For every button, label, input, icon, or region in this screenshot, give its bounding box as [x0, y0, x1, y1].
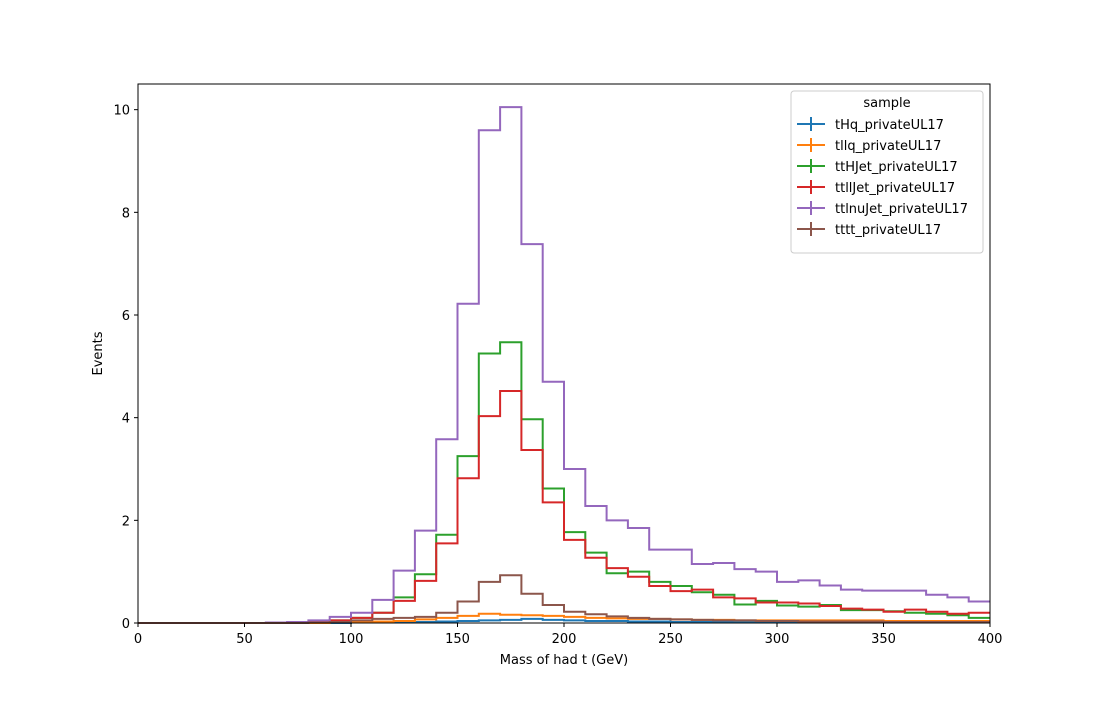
x-tick-label: 50	[236, 632, 253, 647]
y-tick-label: 10	[113, 104, 130, 119]
x-tick-label: 300	[765, 632, 790, 647]
y-tick-label: 8	[122, 206, 130, 221]
y-tick-label: 6	[122, 309, 130, 324]
x-tick-label: 100	[339, 632, 364, 647]
x-tick-label: 400	[978, 632, 1003, 647]
legend: sample tHq_privateUL17 tllq_privateUL17 ttH…	[790, 90, 984, 254]
x-tick-label: 250	[658, 632, 683, 647]
legend-box	[790, 90, 984, 254]
series-line-ttlnuJet_privateUL17	[138, 106, 990, 624]
legend-entry-label: tHq_privateUL17	[835, 118, 944, 133]
x-axis-label: Mass of had t (GeV)	[500, 653, 628, 668]
legend-entry-label: tllq_privateUL17	[835, 139, 941, 154]
axes-layer: 0 50 100 150 200 250 300 350 400 0 2 4 6 8 10 Mass of h…	[91, 83, 1003, 668]
legend-entry-label: tttt_privateUL17	[835, 223, 941, 238]
legend-entry-label: ttlnuJet_privateUL17	[835, 202, 968, 217]
legend-entry-label: ttHJet_privateUL17	[835, 160, 958, 175]
series-line-tttt_privateUL17	[138, 574, 990, 624]
x-tick-label: 350	[871, 632, 896, 647]
legend-entry-label: ttllJet_privateUL17	[835, 181, 955, 196]
y-tick-label: 4	[122, 412, 130, 427]
y-tick-label: 0	[122, 617, 130, 632]
x-tick-label: 0	[134, 632, 142, 647]
y-tick-label: 2	[122, 514, 130, 529]
x-tick-label: 200	[552, 632, 577, 647]
series-line-ttllJet_privateUL17	[138, 389, 990, 624]
y-axis-label: Events	[91, 331, 106, 375]
x-tick-label: 150	[445, 632, 470, 647]
legend-title: sample	[863, 96, 910, 111]
